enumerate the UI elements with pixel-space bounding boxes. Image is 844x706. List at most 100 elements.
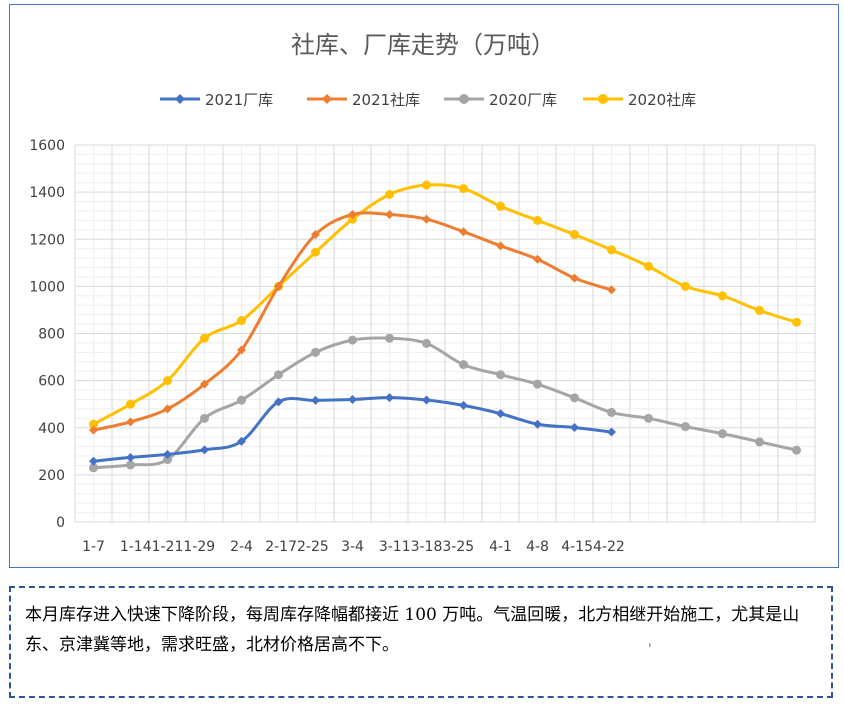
legend-label: 2020厂库 xyxy=(489,91,557,109)
y-tick-label: 200 xyxy=(38,468,65,484)
y-tick-label: 1600 xyxy=(29,138,65,154)
x-tick-label: 3-4 xyxy=(341,539,364,555)
legend-item: 2021厂库 xyxy=(160,91,273,109)
data-point xyxy=(237,395,246,405)
data-point xyxy=(311,247,320,257)
data-point xyxy=(570,393,579,403)
x-tick-label: 2-4 xyxy=(230,539,253,555)
data-point xyxy=(533,419,542,429)
data-point xyxy=(274,281,283,291)
x-tick-label: 4-1 xyxy=(489,539,512,555)
legend-marker xyxy=(322,94,332,104)
data-point xyxy=(718,291,727,301)
data-point xyxy=(644,413,653,423)
chart-legend: 2021厂库 2021社库 2020厂库 2020社库 xyxy=(160,91,696,109)
data-point xyxy=(348,214,357,224)
legend-marker xyxy=(459,94,469,104)
legend-label: 2020社库 xyxy=(628,91,696,109)
commentary-box: 本月库存进入快速下降阶段，每周库存降幅都接近 100 万吨。气温回暖，北方相继开… xyxy=(9,586,833,698)
data-point xyxy=(533,215,542,225)
plot-area xyxy=(89,180,801,473)
x-tick-label: 4-8 xyxy=(526,539,549,555)
chart-title: 社库、厂库走势（万吨） xyxy=(291,31,555,59)
data-point xyxy=(311,230,320,240)
series-2021厂库 xyxy=(89,393,616,466)
data-point xyxy=(237,436,246,446)
data-point xyxy=(311,395,320,405)
data-point xyxy=(89,463,98,473)
series-2020社库 xyxy=(89,180,801,429)
legend-item: 2020社库 xyxy=(583,91,696,109)
data-point xyxy=(385,393,394,403)
data-point xyxy=(126,399,135,409)
data-point xyxy=(89,456,98,466)
data-point xyxy=(681,422,690,432)
data-point xyxy=(348,394,357,404)
data-point xyxy=(533,379,542,389)
data-point xyxy=(163,455,172,465)
data-point xyxy=(755,437,764,447)
commentary-text: 本月库存进入快速下降阶段，每周库存降幅都接近 100 万吨。气温回暖，北方相继开… xyxy=(25,605,800,655)
data-point xyxy=(348,335,357,345)
line-chart: 社库、厂库走势（万吨） 2021厂库 2021社库 2020厂库 2020社库 0 20… xyxy=(29,31,816,555)
legend-label: 2021社库 xyxy=(352,91,420,109)
data-point xyxy=(570,273,579,283)
x-tick-label: 4-154-22 xyxy=(561,539,625,555)
data-point xyxy=(496,370,505,380)
data-point xyxy=(385,210,394,220)
data-point xyxy=(237,316,246,326)
data-point xyxy=(163,376,172,386)
data-point xyxy=(274,397,283,407)
data-point xyxy=(459,227,468,237)
data-point xyxy=(496,409,505,419)
data-point xyxy=(681,281,690,291)
data-point xyxy=(163,404,172,414)
series-2020厂库 xyxy=(89,333,801,473)
data-point xyxy=(126,417,135,427)
data-point xyxy=(792,445,801,455)
data-point xyxy=(422,180,431,190)
legend-marker xyxy=(175,94,185,104)
x-tick-label: 1-7 xyxy=(82,539,105,555)
data-point xyxy=(533,254,542,264)
data-point xyxy=(644,261,653,271)
data-point xyxy=(385,333,394,343)
data-point xyxy=(570,423,579,433)
data-point xyxy=(607,245,616,255)
data-point xyxy=(422,338,431,348)
y-tick-label: 1200 xyxy=(29,232,65,248)
legend-item: 2020厂库 xyxy=(444,91,557,109)
series-2021社库 xyxy=(89,210,616,435)
y-tick-label: 0 xyxy=(56,515,65,531)
data-point xyxy=(163,449,172,459)
data-point xyxy=(607,285,616,295)
data-point xyxy=(348,210,357,220)
data-point xyxy=(792,317,801,327)
data-point xyxy=(459,400,468,410)
paragraph-mark: ˌ xyxy=(648,634,652,649)
y-tick-label: 600 xyxy=(38,374,65,390)
y-tick-label: 1400 xyxy=(29,185,65,201)
data-point xyxy=(126,460,135,470)
data-point xyxy=(496,201,505,211)
data-point xyxy=(459,184,468,194)
data-point xyxy=(459,360,468,370)
data-point xyxy=(89,425,98,435)
data-point xyxy=(200,445,209,455)
data-point xyxy=(311,347,320,357)
data-point xyxy=(200,413,209,423)
x-tick-label: 1-141-211-29 xyxy=(120,539,215,555)
data-point xyxy=(422,395,431,405)
data-point xyxy=(274,370,283,380)
legend-item: 2021社库 xyxy=(307,91,420,109)
data-point xyxy=(385,189,394,199)
data-point xyxy=(200,379,209,389)
x-tick-label: 3-113-183-25 xyxy=(379,539,474,555)
chart-grid xyxy=(74,144,816,523)
y-tick-label: 1000 xyxy=(29,279,65,295)
data-point xyxy=(718,429,727,439)
data-point xyxy=(607,407,616,417)
legend-marker xyxy=(598,94,608,104)
y-axis: 0 200 400 600 800 1000 1200 1400 1600 xyxy=(29,138,65,531)
data-point xyxy=(496,241,505,251)
